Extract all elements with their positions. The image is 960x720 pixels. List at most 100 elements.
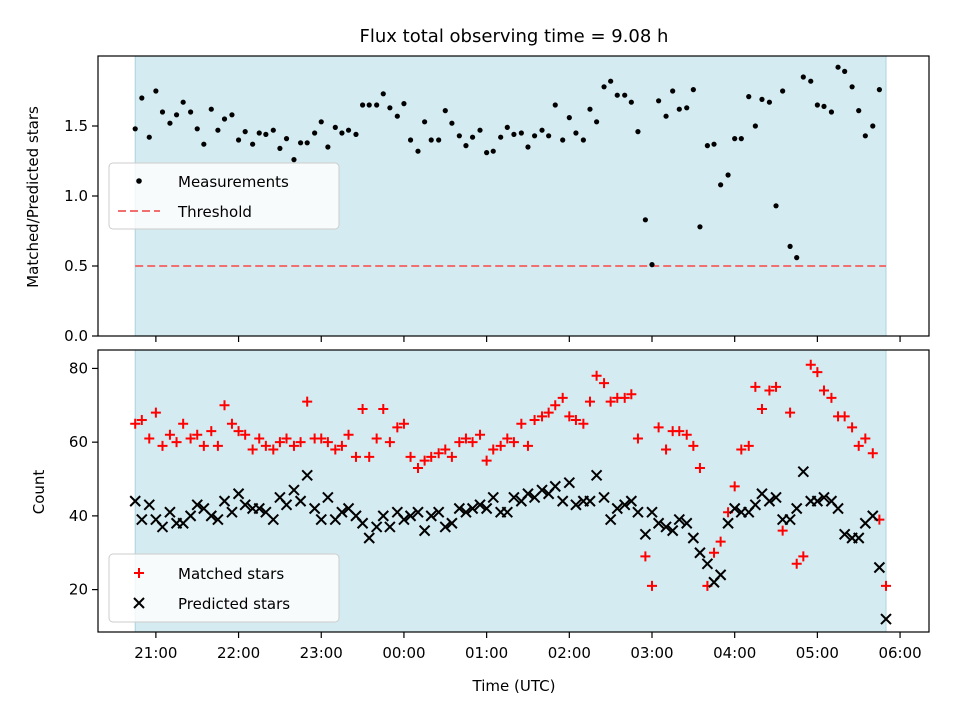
measurement-point <box>132 126 138 132</box>
matched-stars-point <box>412 462 423 473</box>
matched-stars-point <box>136 415 147 426</box>
predicted-stars-point <box>301 469 313 482</box>
predicted-stars-point <box>673 513 685 526</box>
measurement-point <box>366 102 372 108</box>
matched-stars-point <box>591 370 602 381</box>
measurement-point <box>746 94 752 100</box>
matched-stars-point <box>426 451 437 462</box>
count-plot-area: 20 40 60 80 21:00 22:00 23:00 00:00 01:00 02:00 03… <box>69 349 930 662</box>
matched-stars-point <box>661 444 672 455</box>
x-tick-label: 04:00 <box>713 644 756 662</box>
measurement-point <box>394 113 400 119</box>
measurement-point <box>759 96 765 102</box>
predicted-stars-point <box>404 510 417 522</box>
predicted-stars-point <box>749 499 762 511</box>
measurement-point <box>256 130 262 136</box>
matched-stars-point <box>839 411 850 422</box>
measurement-point <box>511 131 517 137</box>
measurement-point <box>194 126 200 132</box>
matched-stars-point <box>750 381 761 392</box>
matched-stars-point <box>330 444 341 455</box>
predicted-stars-point <box>522 488 534 500</box>
measurement-point <box>380 91 386 97</box>
matched-stars-point <box>522 440 533 451</box>
ratio-plot-area: 0.0 0.5 1.0 1.5 Measurements Threshold <box>64 55 930 345</box>
measurement-point <box>738 136 744 142</box>
measurement-point <box>504 124 510 130</box>
matched-stars-point <box>343 429 354 440</box>
measurement-point <box>531 133 538 139</box>
predicted-stars-point <box>356 517 369 529</box>
matched-stars-point <box>488 444 499 455</box>
count-series-0 <box>130 359 892 591</box>
predicted-stars-point <box>191 499 203 511</box>
measurement-point <box>601 84 607 90</box>
matched-stars-point <box>805 359 816 370</box>
measurement-point <box>498 134 504 140</box>
measurement-point <box>546 133 552 139</box>
measurement-point <box>277 145 283 151</box>
matched-stars-point <box>529 415 540 426</box>
ratio-panel: Flux total observing time = 9.08 h 0.00.… <box>24 26 930 345</box>
predicted-stars-point <box>425 510 437 522</box>
matched-stars-point <box>192 429 203 440</box>
measurement-point <box>442 108 448 114</box>
x-tick-label: 01:00 <box>465 644 508 662</box>
predicted-stars-point <box>501 506 514 518</box>
predicted-stars-point <box>563 476 576 489</box>
matched-stars-point <box>460 433 471 444</box>
matched-stars-point <box>350 451 361 462</box>
predicted-stars-point <box>384 521 396 533</box>
measurement-point <box>608 78 614 84</box>
measurement-point <box>518 130 524 136</box>
matched-stars-point <box>219 400 230 411</box>
matched-stars-point <box>178 418 189 429</box>
predicted-stars-point <box>584 495 596 507</box>
matched-stars-point <box>743 440 754 451</box>
matched-stars-point <box>384 437 395 448</box>
measurement-point <box>552 102 558 108</box>
matched-stars-point <box>130 418 141 429</box>
measurement-point <box>208 106 214 112</box>
predicted-stars-point <box>129 495 141 507</box>
measurement-point <box>876 87 882 93</box>
predicted-stars-point <box>466 502 479 515</box>
predicted-stars-point <box>156 521 169 533</box>
matched-stars-point <box>791 558 802 569</box>
matched-stars-point <box>729 481 740 492</box>
matched-stars-point <box>481 455 492 466</box>
measurement-point <box>139 95 145 101</box>
measurement-point <box>173 112 180 118</box>
count-y-tick-label: 60 <box>69 433 88 451</box>
measurement-point <box>221 116 228 122</box>
predicted-stars-point <box>811 495 824 507</box>
predicted-stars-point <box>446 517 458 529</box>
count-y-axis-label: Count <box>30 470 48 515</box>
measurement-point <box>229 112 235 118</box>
predicted-stars-point <box>253 502 265 515</box>
measurement-point <box>422 119 428 125</box>
matched-stars-point <box>537 411 548 422</box>
matched-stars-point <box>640 551 651 562</box>
x-tick-label: 21:00 <box>134 644 177 662</box>
measurement-point <box>787 243 793 249</box>
matched-stars-point <box>688 440 699 451</box>
matched-stars-point <box>247 444 258 455</box>
matched-stars-point <box>405 451 416 462</box>
matched-stars-point <box>709 547 720 558</box>
predicted-stars-point <box>694 547 706 559</box>
measurement-point <box>842 68 848 74</box>
measurement-point <box>614 92 620 98</box>
legend-measurements-label: Measurements <box>178 173 289 191</box>
matched-stars-point <box>336 440 347 451</box>
matched-stars-point <box>233 426 244 437</box>
predicted-stars-point <box>536 484 548 496</box>
matched-stars-point <box>164 429 175 440</box>
matched-stars-point <box>378 403 389 414</box>
matched-stars-point <box>454 437 465 448</box>
measurement-point <box>490 148 496 154</box>
matched-stars-point <box>295 437 306 448</box>
matched-stars-point <box>144 433 155 444</box>
ratio-y-tick-label: 1.5 <box>64 117 88 135</box>
measurement-point <box>484 150 490 156</box>
